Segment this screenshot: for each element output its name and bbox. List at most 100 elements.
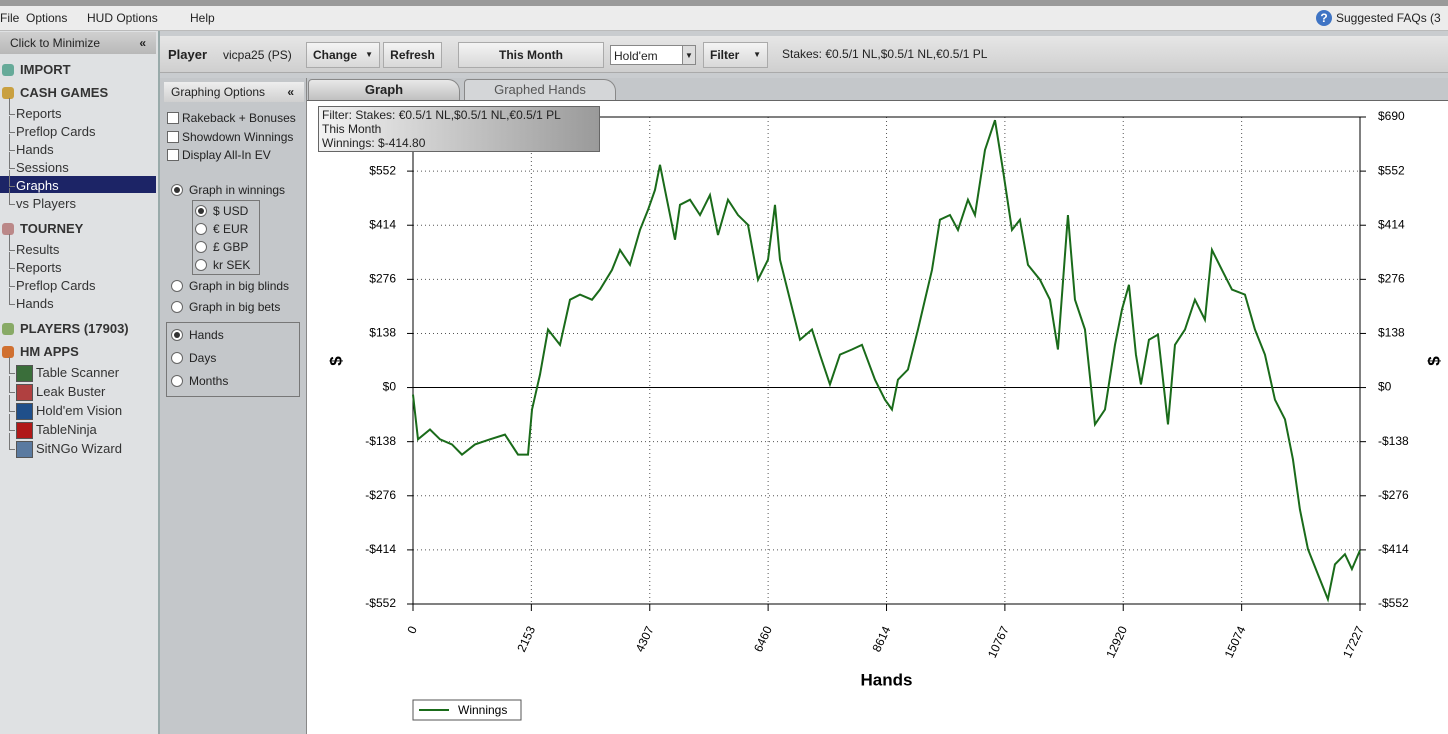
dropdown-arrow: ▼ (365, 50, 373, 59)
x-tick-label: 8614 (869, 624, 893, 654)
option-label: Graph in big blinds (189, 279, 290, 293)
y2-tick-label: -$552 (1378, 596, 1409, 610)
filter-button[interactable]: Filter ▼ (703, 42, 768, 68)
option-label: Hands (189, 328, 224, 342)
filter-label: Filter (710, 48, 740, 62)
tree-line (9, 395, 15, 412)
checkbox[interactable] (167, 149, 179, 161)
faq-icon[interactable]: ? (1316, 10, 1332, 26)
checkbox[interactable] (167, 130, 179, 143)
nav-item[interactable]: Reports (16, 260, 62, 275)
nav-item[interactable]: SitNGo Wizard (36, 441, 122, 456)
tree-line (9, 270, 15, 287)
section-icon (2, 346, 14, 358)
x-tick-label: 4307 (633, 624, 657, 654)
radio[interactable] (195, 223, 207, 235)
menu-item[interactable]: HUD Options (87, 11, 158, 25)
section-icon (2, 323, 14, 335)
faq-link[interactable]: Suggested FAQs (3 (1336, 11, 1441, 25)
y2-tick-label: $690 (1378, 109, 1405, 123)
menu-item[interactable]: File (0, 11, 20, 25)
group-box (166, 322, 300, 397)
top-strip (0, 0, 1448, 6)
radio[interactable] (171, 375, 183, 387)
option-label: $ USD (213, 204, 249, 218)
option-label: Rakeback + Bonuses (182, 111, 296, 125)
nav-item[interactable]: Table Scanner (36, 365, 120, 380)
radio[interactable] (171, 352, 183, 364)
radio-dot (198, 208, 204, 214)
legend-box (412, 699, 522, 721)
y-tick-label: -$552 (365, 596, 396, 610)
tooltip-line: This Month (322, 122, 382, 136)
checkbox[interactable] (167, 112, 179, 124)
section-title[interactable]: HM APPS (20, 344, 79, 359)
x-tick-label: 12920 (1103, 624, 1130, 660)
tree-line (9, 357, 15, 374)
y-tick-label: $138 (369, 326, 396, 340)
section-title[interactable]: TOURNEY (20, 221, 84, 236)
tab[interactable]: Graphed Hands (464, 79, 616, 100)
nav-item[interactable]: Graphs (16, 178, 59, 193)
tree-line (9, 188, 15, 205)
minimize-bar[interactable]: Click to Minimize « (0, 32, 156, 54)
period-button[interactable]: This Month (458, 42, 604, 68)
refresh-button[interactable]: Refresh (383, 42, 442, 68)
option-label: Graph in big bets (189, 300, 281, 314)
nav-item[interactable]: Leak Buster (36, 384, 106, 399)
nav-item[interactable]: Preflop Cards (16, 278, 96, 293)
select-arrow: ▼ (682, 46, 695, 64)
nav-item[interactable]: Hands (16, 142, 54, 157)
radio[interactable] (171, 280, 183, 292)
radio-dot (174, 187, 180, 193)
player-label: Player (168, 47, 208, 62)
y2-tick-label: $0 (1378, 380, 1392, 394)
y2-tick-label: $552 (1378, 163, 1405, 177)
chart-area (307, 101, 1448, 734)
option-label: Days (189, 351, 217, 365)
tooltip-line: Winnings: $-414.80 (322, 136, 426, 150)
nav-item[interactable]: vs Players (16, 196, 76, 211)
section-title[interactable]: PLAYERS (17903) (20, 321, 129, 336)
sidebar (0, 31, 160, 734)
x-tick-label: 2153 (514, 624, 538, 654)
tab[interactable]: Graph (308, 79, 460, 100)
nav-item[interactable]: Results (16, 242, 60, 257)
nav-item[interactable]: Preflop Cards (16, 124, 96, 139)
section-title[interactable]: CASH GAMES (20, 85, 109, 100)
nav-item[interactable]: Hands (16, 296, 54, 311)
selected-row (0, 176, 156, 193)
tree-line (9, 252, 15, 269)
nav-item[interactable]: Hold'em Vision (36, 403, 123, 418)
y2-tick-label: -$414 (1378, 542, 1409, 556)
collapse-icon[interactable]: « (287, 85, 294, 99)
menu-item[interactable]: Options (26, 11, 68, 25)
y2-tick-label: $276 (1378, 272, 1405, 286)
game-label: Hold'em (614, 49, 658, 63)
y2-axis-label: $ (1424, 356, 1443, 366)
stakes-text: Stakes: €0.5/1 NL,$0.5/1 NL,€0.5/1 PL (782, 47, 988, 61)
nav-item[interactable]: Reports (16, 106, 62, 121)
section-title[interactable]: IMPORT (20, 62, 71, 77)
radio[interactable] (171, 301, 183, 313)
group-box (192, 200, 260, 275)
app-icon (16, 365, 33, 382)
section-icon (2, 223, 14, 235)
menu-item[interactable]: Help (190, 11, 215, 25)
minimize-icon: « (139, 36, 146, 50)
nav-item[interactable]: TableNinja (36, 422, 97, 437)
tree-line (9, 134, 15, 151)
change-button[interactable]: Change ▼ (306, 42, 380, 68)
x-tick-label: 10767 (985, 624, 1012, 660)
change-label: Change (313, 48, 358, 62)
option-label: Graph in winnings (189, 183, 286, 197)
nav-item[interactable]: Sessions (16, 160, 69, 175)
game-select[interactable]: Hold'em ▼ (610, 45, 696, 65)
tree-line (9, 288, 15, 305)
radio[interactable] (195, 259, 207, 271)
x-axis-label: Hands (861, 670, 913, 689)
x-tick-label: 15074 (1222, 624, 1249, 660)
radio[interactable] (195, 241, 207, 253)
tree-line (9, 433, 15, 450)
